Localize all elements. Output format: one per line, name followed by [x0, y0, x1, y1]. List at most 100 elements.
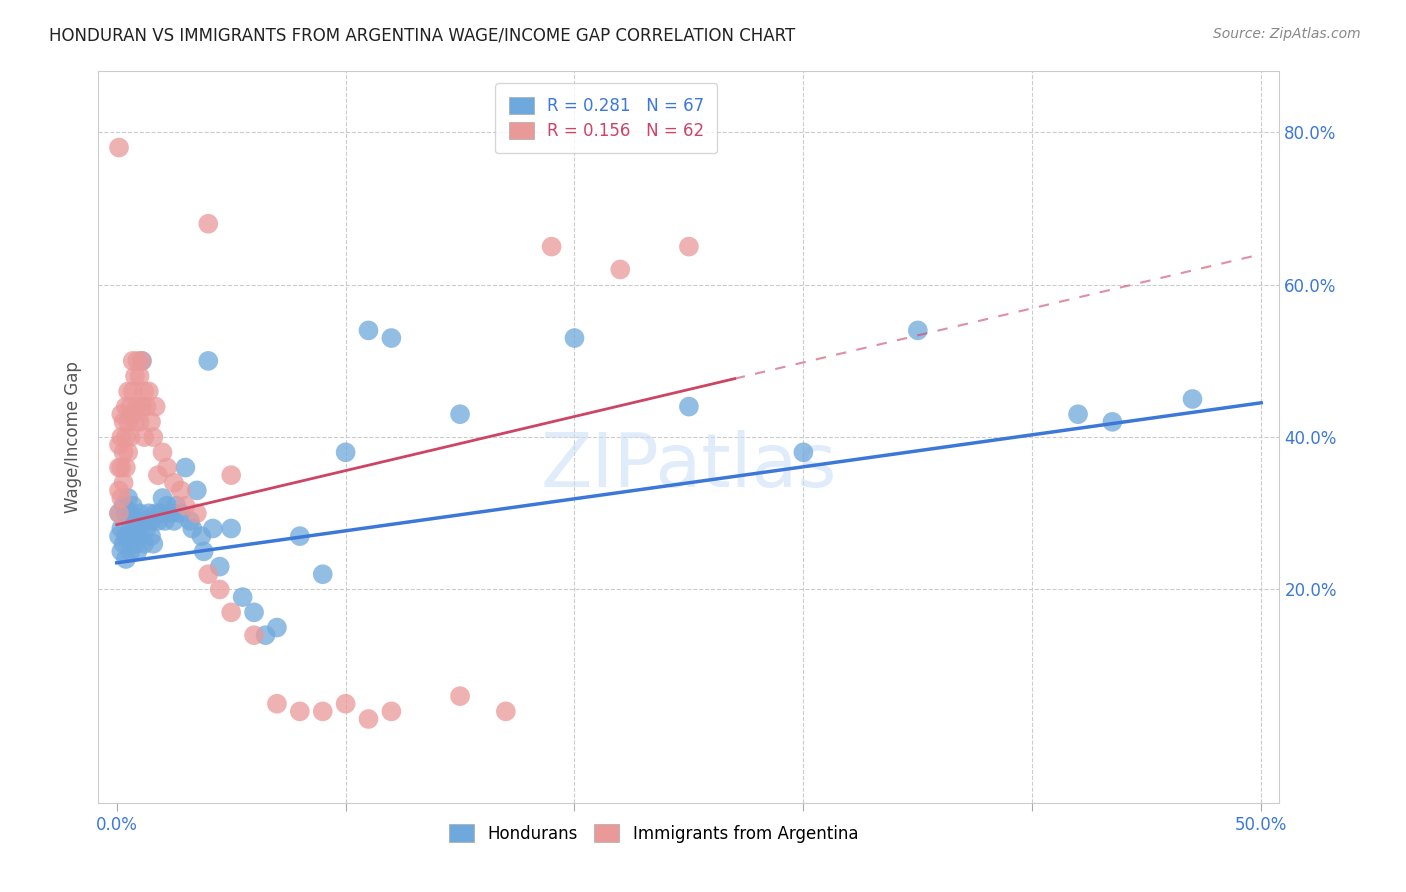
Point — [153, 514, 176, 528]
Point — [145, 506, 167, 520]
Point — [110, 521, 132, 535]
Point — [139, 415, 162, 429]
Point — [128, 369, 150, 384]
Point — [312, 705, 335, 719]
Point — [124, 514, 146, 528]
Point — [108, 140, 131, 154]
Point — [108, 529, 131, 543]
Point — [170, 483, 193, 498]
Point — [1181, 392, 1204, 406]
Point — [449, 689, 471, 703]
Point — [1067, 407, 1090, 421]
Point — [120, 521, 142, 535]
Point — [266, 697, 288, 711]
Point — [112, 475, 135, 490]
Point — [120, 506, 142, 520]
Point — [108, 438, 131, 452]
Point — [156, 460, 179, 475]
Point — [163, 514, 186, 528]
Point — [138, 384, 160, 399]
Point — [127, 400, 149, 414]
Point — [149, 506, 172, 520]
Point — [135, 400, 157, 414]
Point — [115, 430, 138, 444]
Point — [115, 460, 138, 475]
Point — [139, 529, 162, 543]
Point — [115, 529, 138, 543]
Point — [190, 529, 212, 543]
Point — [564, 331, 586, 345]
Point — [197, 354, 219, 368]
Text: HONDURAN VS IMMIGRANTS FROM ARGENTINA WAGE/INCOME GAP CORRELATION CHART: HONDURAN VS IMMIGRANTS FROM ARGENTINA WA… — [49, 27, 796, 45]
Point — [219, 605, 242, 619]
Point — [110, 407, 132, 421]
Point — [128, 529, 150, 543]
Point — [197, 217, 219, 231]
Point — [163, 475, 186, 490]
Point — [127, 354, 149, 368]
Point — [142, 430, 165, 444]
Point — [357, 712, 380, 726]
Point — [186, 483, 208, 498]
Point — [110, 544, 132, 558]
Point — [139, 514, 162, 528]
Point — [115, 552, 138, 566]
Point — [120, 430, 142, 444]
Point — [254, 628, 277, 642]
Point — [110, 430, 132, 444]
Point — [108, 506, 131, 520]
Text: ZIPatlas: ZIPatlas — [541, 430, 837, 503]
Point — [117, 445, 139, 459]
Point — [110, 460, 132, 475]
Point — [152, 445, 174, 459]
Point — [156, 499, 179, 513]
Point — [907, 323, 929, 337]
Point — [117, 384, 139, 399]
Point — [243, 605, 266, 619]
Point — [131, 400, 153, 414]
Point — [121, 354, 143, 368]
Point — [112, 537, 135, 551]
Point — [128, 506, 150, 520]
Point — [124, 537, 146, 551]
Point — [112, 445, 135, 459]
Point — [120, 400, 142, 414]
Point — [121, 384, 143, 399]
Point — [335, 445, 357, 459]
Point — [540, 239, 562, 253]
Point — [124, 415, 146, 429]
Point — [312, 567, 335, 582]
Point — [219, 468, 242, 483]
Point — [120, 544, 142, 558]
Point — [335, 697, 357, 711]
Point — [124, 369, 146, 384]
Point — [186, 506, 208, 520]
Point — [170, 506, 193, 520]
Point — [145, 400, 167, 414]
Point — [792, 445, 814, 459]
Point — [1101, 415, 1123, 429]
Point — [115, 506, 138, 520]
Point — [201, 521, 224, 535]
Point — [112, 499, 135, 513]
Point — [135, 521, 157, 535]
Text: Source: ZipAtlas.com: Source: ZipAtlas.com — [1213, 27, 1361, 41]
Point — [146, 468, 169, 483]
Point — [208, 582, 231, 597]
Point — [117, 529, 139, 543]
Point — [117, 491, 139, 505]
Point — [134, 384, 156, 399]
Point — [181, 521, 204, 535]
Point — [449, 407, 471, 421]
Point — [131, 354, 153, 368]
Point — [131, 354, 153, 368]
Point — [380, 705, 402, 719]
Point — [152, 491, 174, 505]
Point — [174, 460, 197, 475]
Legend: Hondurans, Immigrants from Argentina: Hondurans, Immigrants from Argentina — [443, 818, 865, 849]
Point — [197, 567, 219, 582]
Point — [160, 506, 183, 520]
Point — [127, 521, 149, 535]
Point — [678, 239, 700, 253]
Point — [146, 514, 169, 528]
